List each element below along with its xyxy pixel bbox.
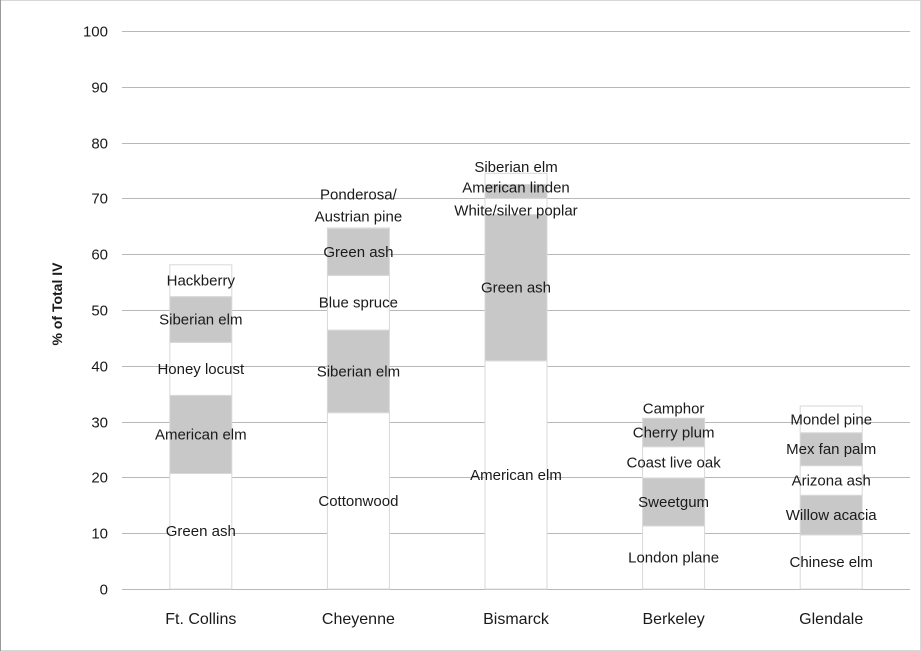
segment-label: Blue spruce [319, 295, 398, 312]
y-tick-label: 20 [91, 470, 108, 487]
bar-segment-ft-collins-4 [169, 264, 233, 298]
bar-segment-bismarck-1 [484, 214, 548, 362]
y-axis-title: % of Total IV [49, 262, 65, 346]
segment-label: Honey locust [157, 361, 245, 378]
segment-label: Mondel pine [790, 411, 872, 428]
bar-stacks [169, 172, 863, 590]
y-tick-label: 30 [91, 415, 108, 432]
bar-segment-bismarck-4 [484, 172, 548, 185]
bar-segment-berkeley-1 [642, 477, 706, 527]
y-tick-label: 50 [91, 303, 108, 320]
y-tick-label: 60 [91, 247, 108, 264]
segment-label: Chinese elm [790, 554, 873, 571]
segment-labels: Green ash American elm Honey locust Siberia… [155, 159, 877, 571]
bar-segment-ft-collins-0 [169, 472, 233, 590]
segment-label: American elm [155, 426, 247, 443]
bar-segment-cheyenne-1 [326, 329, 390, 414]
category-label: Bismarck [483, 611, 550, 628]
y-tick-label: 70 [91, 191, 108, 208]
segment-label: Arizona ash [792, 472, 871, 489]
y-tick-labels: 0 10 20 30 40 50 60 70 80 90 100 [83, 24, 108, 599]
segment-label: Sweetgum [638, 494, 709, 511]
y-tick-label: 40 [91, 359, 108, 376]
segment-label: Green ash [481, 280, 551, 297]
segment-label: Coast live oak [626, 454, 721, 471]
y-tick-label: 100 [83, 24, 108, 41]
category-label: Ft. Collins [165, 611, 236, 628]
category-labels: Ft. Collins Cheyenne Bismarck Berkeley Glend… [165, 611, 863, 628]
segment-label: Green ash [323, 244, 393, 261]
bar-segment-glendale-1 [799, 494, 863, 536]
segment-label: Cherry plum [633, 424, 715, 441]
segment-label: Hackberry [167, 273, 236, 290]
bar-segment-berkeley-2 [642, 446, 706, 479]
bar-segment-berkeley-3 [642, 417, 706, 448]
bar-segment-cheyenne-2 [326, 274, 390, 331]
bar-segment-glendale-2 [799, 465, 863, 496]
segment-label: Siberian elm [317, 363, 400, 380]
bar-segment-cheyenne-0 [326, 412, 390, 590]
segment-label: Camphor [643, 400, 705, 417]
category-label: Berkeley [642, 611, 704, 628]
segment-label: Green ash [166, 523, 236, 540]
y-tick-label: 10 [91, 526, 108, 543]
segment-label: Willow acacia [786, 507, 878, 524]
y-tick-label: 80 [91, 136, 108, 153]
category-label: Cheyenne [322, 611, 395, 628]
category-label: Glendale [799, 611, 863, 628]
bar-segment-glendale-4 [799, 405, 863, 434]
segment-label: White/silver poplar [454, 202, 577, 219]
y-tick-label: 90 [91, 80, 108, 97]
segment-label: London plane [628, 549, 719, 566]
bar-segment-bismarck-0 [484, 360, 548, 590]
segment-label: Siberian elm [159, 311, 242, 328]
segment-label: American linden [462, 179, 570, 196]
segment-label: Cottonwood [318, 493, 398, 510]
segment-label: Mex fan palm [786, 441, 876, 458]
segment-label: Siberian elm [474, 159, 557, 176]
bar-segment-glendale-0 [799, 534, 863, 590]
segment-label: Ponderosa/Austrian pine [315, 186, 403, 225]
bar-segment-cheyenne-4 [326, 227, 390, 230]
segment-label: American elm [470, 467, 562, 484]
y-tick-label: 0 [100, 582, 108, 599]
